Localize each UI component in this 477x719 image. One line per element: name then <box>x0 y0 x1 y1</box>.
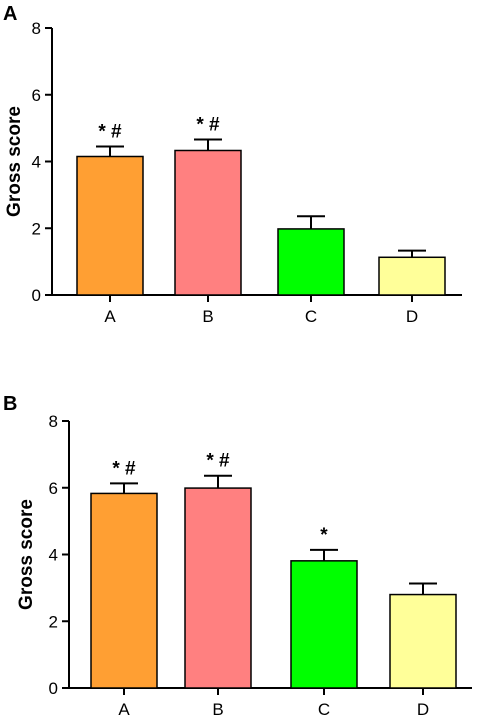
x-tick-label: A <box>118 700 130 719</box>
bar-B <box>174 149 242 296</box>
y-axis-title: Gross score <box>4 106 25 217</box>
y-tick-label: 0 <box>32 286 41 305</box>
bar-B <box>184 487 252 689</box>
panel-A: A 0 2 4 6 8 Gross score A * # B * # C D <box>3 3 462 326</box>
significance-label: * # <box>196 114 220 135</box>
panel-B: B 0 2 4 6 8 Gross score A * # B * # C * D <box>3 393 472 719</box>
y-axis-title: Gross score <box>16 499 37 610</box>
y-tick-label: 8 <box>32 19 41 38</box>
x-tick-label: C <box>318 700 330 719</box>
y-tick-label: 4 <box>32 153 41 172</box>
x-tick-label: B <box>212 700 223 719</box>
y-tick-label: 6 <box>49 479 58 498</box>
bar-A <box>90 492 158 689</box>
y-tick-label: 2 <box>32 219 41 238</box>
y-tick-label: 4 <box>49 546 58 565</box>
bar-A <box>76 155 144 296</box>
y-tick-label: 6 <box>32 86 41 105</box>
panel-label: B <box>3 393 17 415</box>
y-tick-label: 0 <box>49 679 58 698</box>
bar-D <box>378 256 446 296</box>
x-tick-label: C <box>305 307 317 326</box>
significance-label: * # <box>98 121 122 142</box>
panel-label: A <box>3 3 17 25</box>
x-tick-label: A <box>104 307 116 326</box>
significance-label: * <box>320 525 328 546</box>
bar-C <box>290 560 358 689</box>
x-tick-label: D <box>417 700 429 719</box>
x-tick-label: B <box>202 307 213 326</box>
bar-C <box>277 228 345 296</box>
y-tick-label: 8 <box>49 412 58 431</box>
y-tick-label: 2 <box>49 612 58 631</box>
x-tick-label: D <box>406 307 418 326</box>
significance-label: * # <box>206 451 230 472</box>
bar-D <box>389 593 457 689</box>
significance-label: * # <box>112 458 136 479</box>
